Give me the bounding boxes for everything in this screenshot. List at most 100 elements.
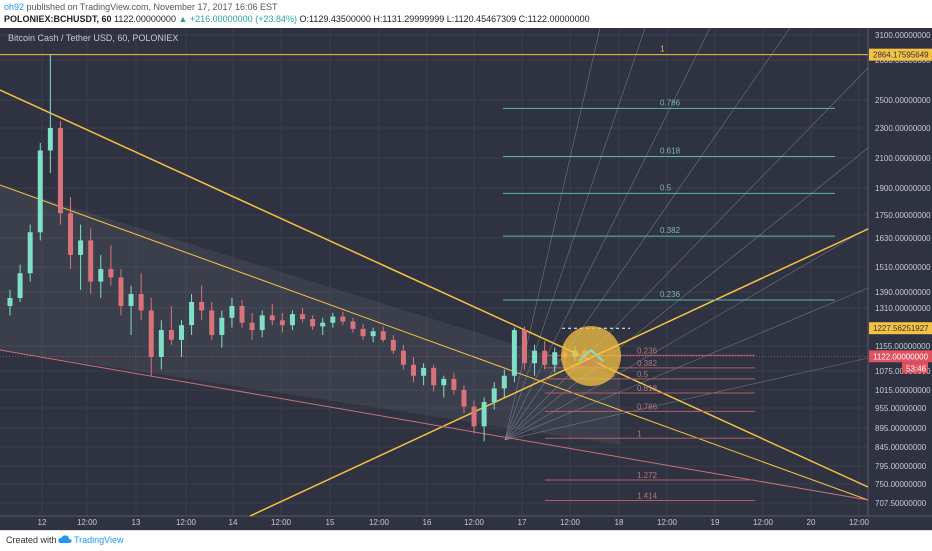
x-tick-label: 12 [38, 518, 47, 527]
fib-level-label: 0.618 [637, 384, 658, 393]
trend-line-upper [0, 89, 869, 488]
price-axis [868, 28, 932, 530]
published-text: published on TradingView.com, November 1… [26, 2, 278, 12]
candle [88, 228, 94, 294]
candle-body [451, 378, 457, 390]
y-tick-label: 845.00000000 [875, 443, 927, 452]
price-badge-label: 1122.00000000 [873, 352, 929, 361]
candle-body [209, 310, 215, 335]
y-tick-label: 955.00000000 [875, 404, 927, 413]
fan-line [504, 357, 869, 441]
x-tick-label: 19 [711, 518, 720, 527]
candle [542, 341, 548, 370]
candle [552, 347, 558, 373]
channel-fill [0, 185, 620, 445]
candle [178, 320, 184, 357]
candle [78, 224, 84, 290]
candle [219, 310, 225, 348]
candle-body [400, 350, 406, 365]
author-link[interactable]: oh92 [4, 2, 25, 12]
candle-body [380, 331, 386, 340]
y-tick-label: 1015.00000000 [875, 386, 931, 395]
y-tick-label: 1310.00000000 [875, 304, 931, 313]
countdown-badge [902, 362, 928, 374]
candle-body [239, 306, 245, 323]
chart-panel[interactable]: 1 0.786 0.618 0.5 0.382 0.236 0.236 0.382 0.5 0.6… [0, 28, 932, 530]
price-chart[interactable]: 1 0.786 0.618 0.5 0.382 0.236 0.236 0.382 0.5 0.6… [0, 28, 932, 530]
fib-level-label: 0.382 [660, 226, 681, 235]
x-tick-label: 13 [132, 518, 141, 527]
candle-body [178, 325, 184, 340]
y-tick-label: 1510.00000000 [875, 263, 931, 272]
fib-level-label: 0.236 [637, 346, 658, 355]
y-tick-label: 750.00000000 [875, 480, 927, 489]
fan-line [504, 67, 869, 441]
y-tick-label: 2100.00000000 [875, 154, 931, 163]
candle-body [27, 232, 33, 274]
y-tick-label: 895.00000000 [875, 424, 927, 433]
candle-body [88, 240, 94, 282]
candle [451, 372, 457, 395]
countdown-label: 53:46 [906, 364, 927, 373]
candle-body [461, 390, 467, 407]
fib-level-label: 0.786 [660, 98, 681, 107]
candle [199, 285, 205, 321]
highlight-circle [561, 326, 621, 386]
x-tick-label: 12:00 [560, 518, 581, 527]
fan-line [504, 28, 711, 441]
candle-body [552, 352, 558, 365]
candle-body [390, 339, 396, 351]
candle-body [199, 302, 205, 311]
candle-body [47, 128, 53, 151]
candle [400, 344, 406, 370]
fib-level-label: 0.382 [637, 359, 658, 368]
price-badge-label: 2864.17595649 [873, 51, 929, 60]
candle [118, 269, 124, 316]
candle-body [37, 150, 43, 233]
candle [350, 317, 356, 333]
candle [411, 356, 417, 383]
candle [158, 320, 164, 370]
candle [360, 323, 366, 340]
candle [27, 224, 33, 282]
fib-level-label: 0.618 [660, 147, 681, 156]
candle-body [148, 310, 154, 357]
candle [320, 317, 326, 335]
x-tick-label: 20 [807, 518, 816, 527]
candle-body [57, 128, 63, 214]
candle-body [360, 328, 366, 337]
candle-body [128, 294, 134, 306]
candle-body [68, 213, 74, 255]
candle [229, 298, 235, 328]
candle [68, 197, 74, 270]
price-badge [869, 350, 932, 363]
candle [57, 121, 63, 225]
candle-body [219, 317, 225, 335]
candle-body [158, 330, 164, 357]
candle [340, 311, 346, 326]
candle-body [330, 316, 336, 323]
y-tick-label: 2500.00000000 [875, 96, 931, 105]
x-tick-label: 12:00 [657, 518, 678, 527]
candle-body [168, 330, 174, 340]
last-price: 1122.00000000 [114, 14, 176, 24]
x-tick-label: 12:00 [464, 518, 485, 527]
candle-body [431, 367, 437, 386]
candle [189, 294, 195, 335]
candle [511, 327, 517, 383]
trend-line-channel [0, 184, 869, 501]
candle-body [7, 298, 13, 306]
y-tick-label: 1390.00000000 [875, 288, 931, 297]
candle [370, 327, 376, 343]
y-tick-label: 2300.00000000 [875, 124, 931, 133]
candle [310, 315, 316, 331]
ohlc-values: O:1129.43500000 H:1131.29999999 L:1120.4… [299, 14, 590, 24]
tradingview-brand-link[interactable]: TradingView [74, 535, 124, 545]
candle-body [532, 350, 538, 364]
candle-body [78, 240, 84, 255]
fib-level-label: 1 [637, 429, 642, 438]
candle [461, 385, 467, 413]
candle-body [320, 322, 326, 327]
candle-body [441, 378, 447, 386]
candle [209, 302, 215, 340]
